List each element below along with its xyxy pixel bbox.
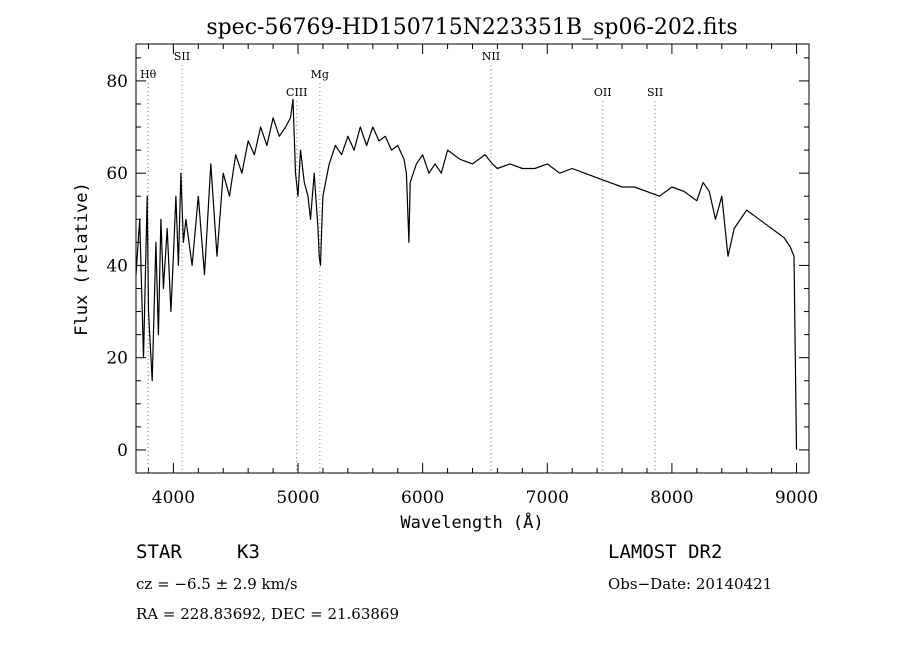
y-tick-label: 60 — [106, 164, 128, 184]
plot-frame — [135, 43, 810, 474]
line-marker-label: SII — [174, 50, 190, 63]
y-axis-label: Flux (relative) — [72, 182, 92, 336]
line-marker-label: CIII — [286, 86, 307, 99]
survey-name: LAMOST DR2 — [608, 541, 722, 563]
line-marker-label: NII — [482, 50, 500, 63]
line-marker-label: Mg — [311, 68, 329, 81]
x-tick-label: 6000 — [401, 488, 444, 508]
x-axis-label: Wavelength (Å) — [400, 511, 543, 533]
spectral-subclass: K3 — [237, 541, 260, 563]
sky-coordinates: RA = 228.83692, DEC = 21.63869 — [136, 605, 399, 623]
line-marker-label: Hθ — [140, 68, 157, 81]
y-tick-label: 0 — [117, 441, 128, 461]
y-tick-label: 20 — [106, 349, 128, 369]
chart-title: spec-56769-HD150715N223351B_sp06-202.fit… — [206, 15, 737, 40]
x-tick-label: 5000 — [276, 488, 319, 508]
redshift-velocity: cz = −6.5 ± 2.9 km/s — [136, 575, 298, 593]
object-class: STAR — [136, 541, 182, 563]
spectrum-plot-area — [135, 98, 798, 450]
spectral-line-markers: Hθ SII CIII Mg NII OII SII — [140, 50, 663, 473]
x-tick-label: 9000 — [775, 488, 818, 508]
x-tick-label: 7000 — [526, 488, 569, 508]
y-tick-label: 40 — [106, 256, 128, 276]
line-marker-label: SII — [647, 86, 663, 99]
x-tick-label: 4000 — [152, 488, 195, 508]
x-tick-label: 8000 — [650, 488, 693, 508]
spectrum-line — [135, 98, 798, 450]
axis-ticks: 4000 5000 6000 7000 8000 9000 0 20 40 60 80 — [106, 44, 818, 508]
line-marker-label: OII — [594, 86, 612, 99]
y-tick-label: 80 — [106, 72, 128, 92]
observation-date: Obs−Date: 20140421 — [608, 575, 772, 593]
